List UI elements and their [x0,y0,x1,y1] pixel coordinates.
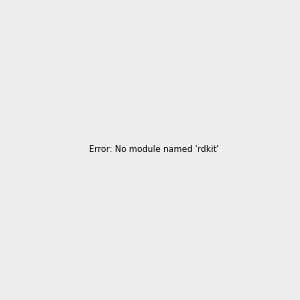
Text: Error: No module named 'rdkit': Error: No module named 'rdkit' [89,145,219,154]
